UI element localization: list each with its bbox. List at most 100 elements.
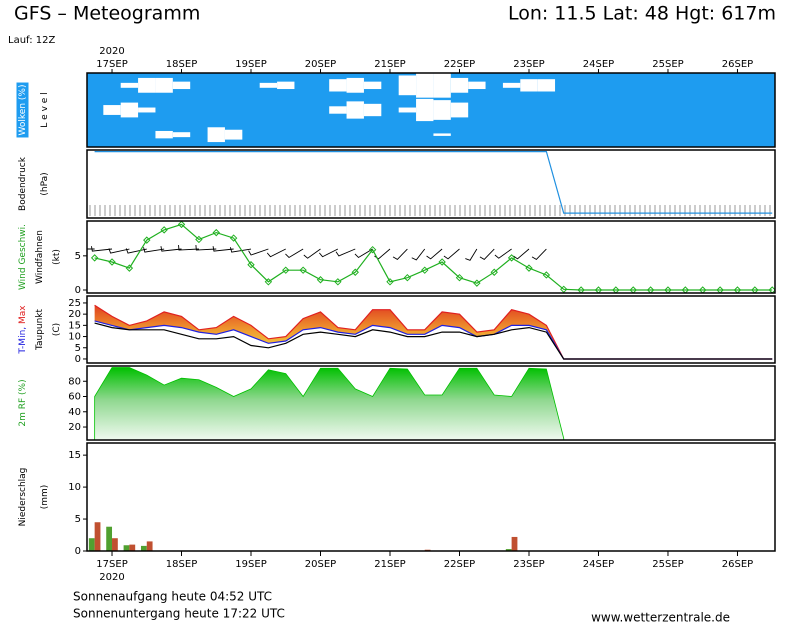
y-tick-label: 80 [68, 376, 81, 387]
cloud-cell [363, 103, 382, 117]
x-tick-label: 25SEP [652, 59, 683, 70]
humidity-area [94, 367, 565, 440]
y-label-part: T-Min, [18, 324, 28, 355]
run: Lauf: 12Z [8, 35, 55, 46]
wind-marker [247, 261, 255, 269]
y-tick-label: 15 [68, 320, 81, 331]
panel-frame [86, 442, 776, 552]
wind-barb [494, 248, 512, 259]
x-tick-label: 18SEP [166, 59, 197, 70]
panel [87, 221, 775, 293]
panel [89, 151, 773, 216]
x-tick-label: 22SEP [444, 59, 475, 70]
precip-bar [112, 538, 118, 551]
temp-line [94, 322, 773, 360]
y-label: Bodendruck [18, 156, 28, 211]
wind-barb [229, 247, 252, 253]
wind-barb [248, 248, 269, 256]
y-tick-label: 5 [75, 343, 81, 354]
panel-frame [86, 149, 776, 219]
y-label-part: 2m RF (%) [18, 379, 28, 426]
y-label-group: (kt) [52, 249, 62, 265]
y-tick-label: 25 [68, 298, 81, 309]
y-label-group: Wind Geschwi. [18, 224, 28, 290]
wind-marker [455, 273, 464, 282]
y-label-part: (kt) [52, 249, 62, 265]
wind-marker [403, 273, 412, 282]
wind-marker [160, 226, 168, 234]
y-label-group: Taupunkt [35, 308, 45, 351]
y-label-group: T-Min, Max [18, 305, 28, 355]
cloud-cell [346, 101, 364, 119]
y-label-group: 2m RF (%) [18, 379, 28, 426]
cloud-cell [155, 77, 173, 93]
wind-barb [266, 248, 286, 258]
year-label: 2020 [99, 572, 124, 583]
y-label-part: Wind Geschwi. [18, 224, 28, 290]
cloud-cell [433, 73, 451, 98]
level-label: Mittel [59, 106, 84, 116]
y-label-group: Bodendruck [18, 156, 28, 211]
cloud-cell [155, 130, 173, 139]
panel-frame [86, 365, 776, 441]
y-tick-label: 0 [75, 285, 81, 296]
wind-barb [143, 247, 165, 253]
cloud-cell [224, 129, 243, 140]
y-label-part: Taupunkt [35, 308, 45, 351]
wind-line [94, 223, 773, 291]
cloud-cell [259, 82, 278, 88]
cloud-cell [537, 79, 556, 92]
wind-marker [316, 276, 325, 284]
wind-marker [212, 228, 220, 237]
wind-marker [368, 245, 377, 254]
wind-barb [160, 246, 182, 252]
wind-marker [386, 278, 394, 286]
cloud-cell [502, 82, 521, 88]
source: www.wetterzentrale.de [591, 611, 730, 625]
precip-bar [140, 545, 147, 551]
temp-band [94, 305, 773, 359]
x-tick-label: 19SEP [235, 59, 266, 70]
cloud-cell [346, 77, 364, 93]
y-label-part: Niederschlag [18, 468, 28, 527]
wind-barb [87, 248, 95, 250]
temp-line [94, 304, 773, 360]
cloud-cell [207, 127, 225, 143]
x-tick-label: 21SEP [374, 59, 405, 70]
y-label-part: (mm) [40, 485, 50, 510]
x-tick-label: 20SEP [305, 59, 336, 70]
y-label: Niederschlag [18, 468, 28, 527]
wind-marker [125, 264, 134, 272]
wind-barb [303, 248, 321, 259]
cloud-cell [172, 81, 191, 90]
cloud-cell [433, 100, 451, 120]
wind-barb [465, 248, 478, 261]
wind-barb [479, 248, 495, 260]
x-tick-label: 17SEP [96, 559, 127, 570]
cloud-cell [138, 77, 156, 93]
x-tick-label: 25SEP [652, 559, 683, 570]
x-tick-label: 24SEP [583, 59, 614, 70]
wind-marker [542, 271, 551, 279]
cloud-cell [450, 77, 469, 93]
y-label-part: (hPa) [40, 172, 50, 195]
y-tick-label: 0 [75, 354, 81, 365]
y-label: Taupunkt [35, 308, 45, 351]
y-label-box [16, 82, 29, 138]
wind-marker [143, 236, 151, 244]
cloud-cell [120, 102, 139, 118]
wind-barb [195, 245, 217, 251]
y-tick-label: 20 [68, 309, 81, 320]
y-label: Wind Geschwi. [18, 224, 28, 290]
panel-frame [86, 295, 776, 364]
level-label: Hoch [61, 81, 84, 91]
x-tick-label: 26SEP [722, 59, 753, 70]
y-tick-label: 10 [68, 332, 81, 343]
wind-marker [299, 266, 307, 274]
y-tick-label: 0 [75, 546, 81, 557]
precip-bar [505, 549, 512, 551]
sunrise: Sonnenaufgang heute 04:52 UTC [73, 590, 272, 604]
wind-barb [426, 248, 443, 260]
wind-marker [195, 235, 203, 244]
